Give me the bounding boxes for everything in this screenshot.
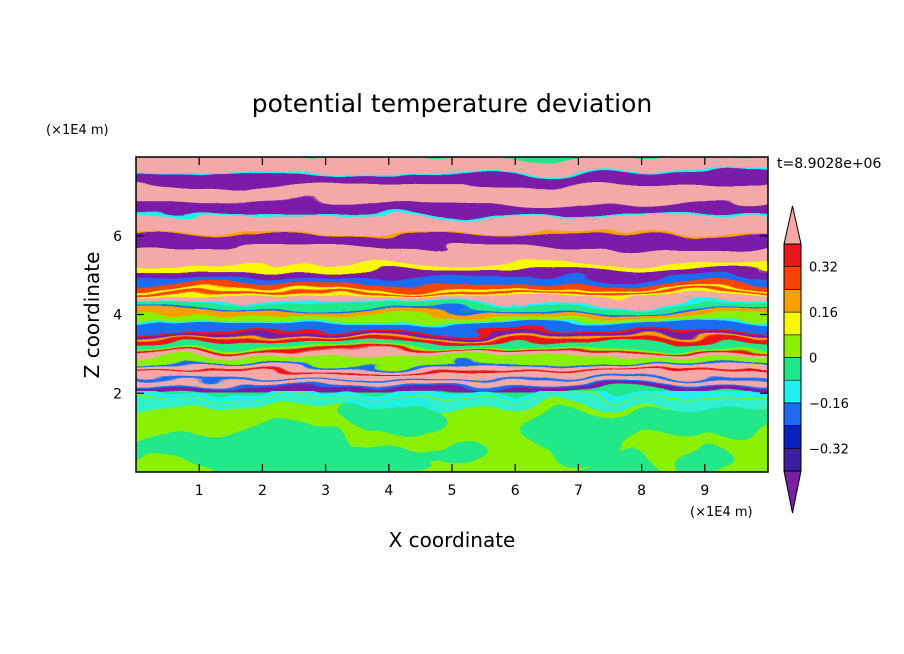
- x-tick-label: 8: [637, 483, 646, 499]
- field-band: [136, 371, 768, 382]
- field-band-accent: [136, 369, 768, 373]
- field-band-accent: [136, 289, 768, 293]
- x-tick-label: 7: [574, 483, 583, 499]
- field-band-accent: [136, 301, 768, 305]
- field-band-accent: [136, 363, 768, 367]
- field-band-accent: [136, 231, 768, 235]
- field-band: [136, 311, 768, 318]
- field-band: [136, 342, 768, 350]
- colorbar-swatch: [783, 447, 802, 472]
- colorbar-label: −0.16: [809, 397, 849, 412]
- colorbar-label: −0.32: [809, 442, 849, 457]
- x-tick-label: 4: [384, 483, 393, 499]
- lower-layer-patch: [681, 444, 732, 472]
- colorbar: 0.32 0.16 0 −0.16 −0.32: [783, 205, 849, 514]
- y-tick-label: 4: [113, 308, 122, 324]
- colorbar-extend-bottom: [783, 470, 802, 514]
- field-band: [136, 387, 768, 393]
- time-label: t=8.9028e+06: [777, 156, 881, 172]
- field-band-accent: [136, 321, 768, 325]
- x-tick-label: 2: [258, 483, 267, 499]
- colorbar-swatch: [783, 357, 802, 381]
- y-tick-label: 2: [113, 386, 122, 402]
- field-band: [136, 352, 768, 358]
- field-band-accent: [136, 309, 768, 313]
- field-band: [136, 380, 768, 389]
- field-band-accent: [136, 171, 768, 175]
- colorbar-swatch: [783, 243, 802, 268]
- x-axis-label: X coordinate: [389, 528, 516, 552]
- field-band-accent: [136, 350, 768, 354]
- field-band-accent: [136, 378, 768, 382]
- chart-title: potential temperature deviation: [252, 89, 652, 118]
- field-band: [136, 284, 768, 293]
- field-band: [136, 248, 768, 265]
- field-band: [136, 338, 768, 344]
- colorbar-swatch: [783, 425, 802, 449]
- colorbar-frame: [783, 243, 802, 472]
- field-band-accent: [136, 293, 768, 297]
- field-band: [136, 173, 768, 187]
- x-tick-label: 9: [700, 483, 709, 499]
- field-layer: [136, 157, 768, 472]
- field-band-accent: [136, 282, 768, 286]
- field-band: [136, 217, 768, 235]
- field-band-accent: [136, 314, 768, 318]
- x-tick-label: 3: [321, 483, 330, 499]
- field-band-accent: [136, 385, 768, 389]
- field-band: [136, 233, 768, 250]
- colorbar-swatch: [783, 379, 802, 404]
- colorbar-extend-top: [783, 205, 802, 245]
- lower-layer-patch: [563, 415, 715, 443]
- field-band: [136, 356, 768, 367]
- field-band-accent: [136, 332, 768, 336]
- lower-layer-patch: [432, 445, 485, 463]
- field-band-accent: [136, 215, 768, 219]
- colorbar-label: 0.16: [809, 306, 838, 321]
- field-band: [136, 203, 768, 219]
- field-band: [136, 365, 768, 373]
- colorbar-swatch: [783, 266, 802, 290]
- field-band-accent: [136, 268, 768, 272]
- x-tick-label: 6: [511, 483, 520, 499]
- y-axis: 2 4 6: [113, 229, 768, 402]
- field-band: [136, 157, 768, 175]
- y-unit-label: (×1E4 m): [46, 123, 109, 138]
- colorbar-label: 0: [809, 352, 817, 367]
- y-tick-label: 6: [113, 229, 122, 245]
- lower-mixed-layer: [136, 391, 768, 472]
- field-band: [136, 328, 768, 336]
- field-band-accent: [136, 336, 768, 340]
- x-unit-label: (×1E4 m): [690, 505, 753, 520]
- colorbar-label: 0.32: [809, 261, 838, 276]
- field-band: [136, 303, 768, 313]
- colorbar-swatch: [783, 402, 802, 426]
- field-band: [136, 270, 768, 280]
- field-band: [136, 278, 768, 286]
- field-band: [136, 185, 768, 205]
- y-axis-label: Z coordinate: [80, 252, 104, 379]
- field-band: [136, 323, 768, 330]
- x-tick-label: 5: [448, 483, 457, 499]
- field-band: [136, 263, 768, 272]
- field-band: [136, 295, 768, 305]
- inversion-line: [136, 391, 768, 398]
- lower-top-band: [136, 398, 768, 408]
- colorbar-swatch: [783, 334, 802, 358]
- lower-layer-patch: [170, 427, 333, 469]
- colorbar-swatch: [783, 289, 802, 313]
- x-tick-label: 1: [195, 483, 204, 499]
- x-axis: 1 2 3 4 5 6 7 8 9: [195, 157, 709, 499]
- stratified-bands: [136, 157, 768, 393]
- colorbar-swatch: [783, 311, 802, 336]
- field-band: [136, 316, 768, 325]
